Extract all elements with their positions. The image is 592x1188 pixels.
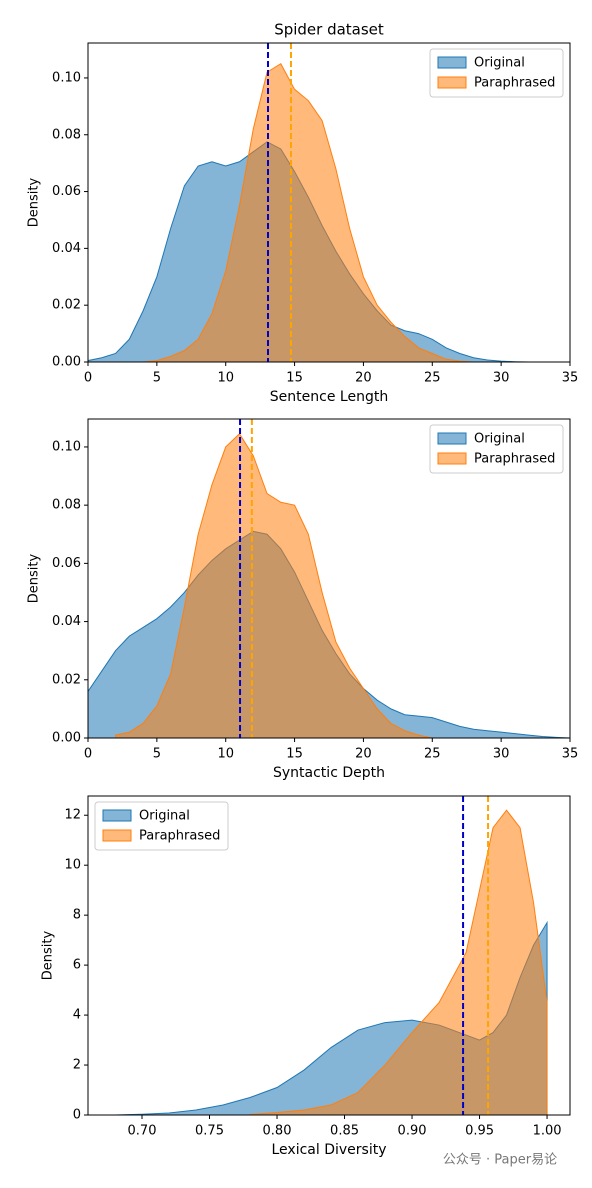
y-tick-label: 6 — [73, 958, 81, 973]
x-tick-label: 0.70 — [128, 1124, 157, 1139]
y-tick-label: 0.08 — [52, 127, 81, 142]
plot-frame — [87, 795, 571, 1116]
y-tick-label: 0.00 — [52, 355, 81, 370]
y-tick-label: 0.06 — [52, 556, 81, 571]
legend-label: Original — [474, 56, 525, 71]
x-tick-label: 25 — [424, 747, 441, 762]
y-tick-label: 0.04 — [52, 241, 81, 256]
legend-label: Paraphrased — [474, 452, 555, 467]
legend-swatch — [437, 56, 467, 69]
y-axis-label: Density — [41, 930, 56, 980]
y-axis-label: Density — [27, 553, 42, 603]
y-tick-label: 0.06 — [52, 184, 81, 199]
y-tick-label: 10 — [64, 858, 81, 873]
y-tick-label: 0.00 — [52, 731, 81, 746]
x-tick-label: 10 — [217, 371, 234, 386]
x-tick-label: 35 — [562, 371, 579, 386]
legend-swatch — [437, 452, 467, 465]
y-tick-label: 0 — [73, 1108, 81, 1123]
y-tick-label: 0.02 — [52, 298, 81, 313]
x-tick-label: 5 — [153, 747, 161, 762]
x-tick-label: 1.00 — [533, 1124, 562, 1139]
x-tick-label: 15 — [286, 747, 303, 762]
y-tick-label: 0.08 — [52, 498, 81, 513]
y-tick-label: 4 — [73, 1008, 81, 1023]
y-axis-label: Density — [27, 177, 42, 227]
chart-title: Spider dataset — [274, 21, 384, 39]
y-tick-label: 0.10 — [52, 70, 81, 85]
x-tick-label: 30 — [493, 371, 510, 386]
watermark: 公众号 · Paper易论 — [443, 1153, 557, 1168]
x-tick-label: 0.75 — [195, 1124, 224, 1139]
x-tick-label: 0.85 — [330, 1124, 359, 1139]
x-tick-label: 25 — [424, 371, 441, 386]
legend-swatch — [102, 829, 132, 842]
x-tick-label: 15 — [286, 371, 303, 386]
x-tick-label: 0 — [84, 747, 92, 762]
density-area — [143, 63, 474, 363]
y-tick-label: 8 — [73, 908, 81, 923]
legend-swatch — [437, 432, 467, 445]
x-tick-label: 20 — [355, 371, 372, 386]
x-tick-label: 0.80 — [263, 1124, 292, 1139]
legend-swatch — [102, 809, 132, 822]
legend-label: Original — [474, 432, 525, 447]
plot-frame — [87, 42, 571, 363]
legend-label: Original — [139, 809, 190, 824]
density-area — [115, 433, 433, 739]
x-axis-label: Sentence Length — [270, 389, 388, 405]
legend-swatch — [437, 76, 467, 89]
y-tick-label: 2 — [73, 1058, 81, 1073]
x-axis-label: Syntactic Depth — [273, 765, 385, 781]
x-tick-label: 0 — [84, 371, 92, 386]
y-tick-label: 0.10 — [52, 439, 81, 454]
plot-frame — [87, 418, 571, 739]
x-tick-label: 0.95 — [465, 1124, 494, 1139]
legend-label: Paraphrased — [474, 76, 555, 91]
x-tick-label: 35 — [562, 747, 579, 762]
density-area — [249, 809, 548, 1116]
y-tick-label: 12 — [64, 808, 81, 823]
x-tick-label: 10 — [217, 747, 234, 762]
y-tick-label: 0.04 — [52, 614, 81, 629]
y-tick-label: 0.02 — [52, 672, 81, 687]
x-tick-label: 0.90 — [398, 1124, 427, 1139]
x-axis-label: Lexical Diversity — [272, 1142, 387, 1158]
x-tick-label: 30 — [493, 747, 510, 762]
legend-label: Paraphrased — [139, 829, 220, 844]
x-tick-label: 20 — [355, 747, 372, 762]
x-tick-label: 5 — [153, 371, 161, 386]
